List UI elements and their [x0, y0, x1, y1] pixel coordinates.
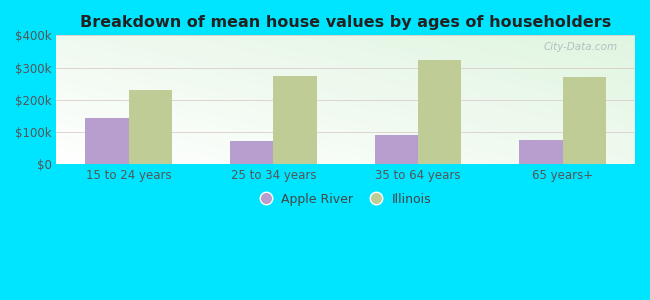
Bar [230, 141, 274, 164]
Text: City-Data.com: City-Data.com [543, 42, 618, 52]
Title: Breakdown of mean house values by ages of householders: Breakdown of mean house values by ages o… [80, 15, 612, 30]
Bar [374, 135, 418, 164]
Bar [129, 90, 172, 164]
Legend: Apple River, Illinois: Apple River, Illinois [254, 187, 437, 212]
Bar [519, 140, 563, 164]
Bar [274, 76, 317, 164]
Bar [563, 77, 606, 164]
Bar [418, 59, 461, 164]
Bar [85, 118, 129, 164]
